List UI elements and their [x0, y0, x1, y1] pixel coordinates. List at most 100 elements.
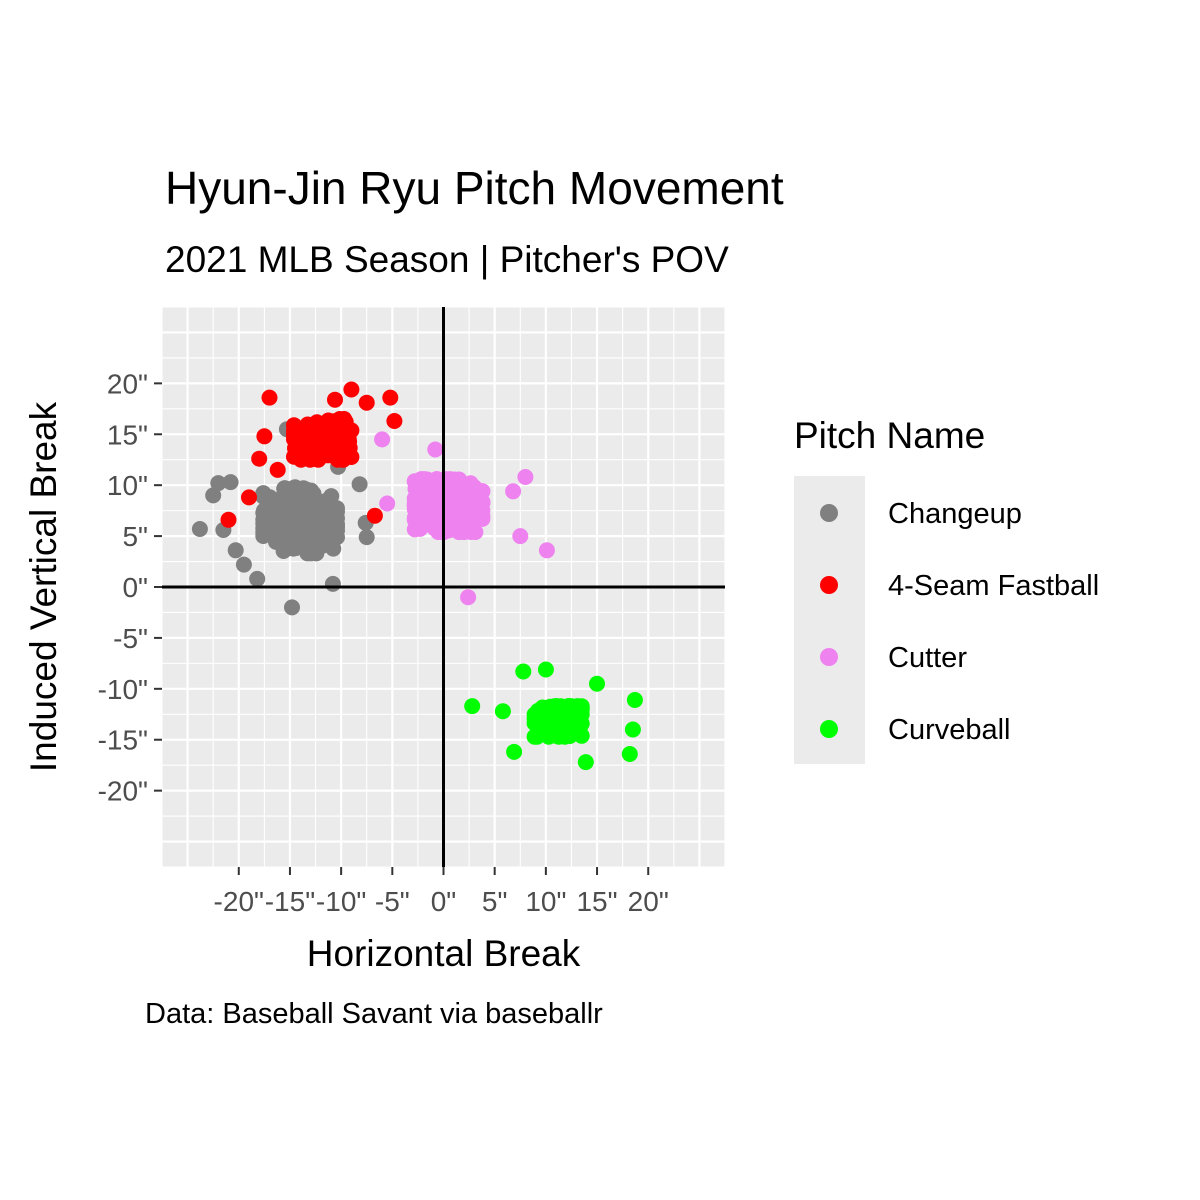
- data-point: [227, 542, 244, 559]
- legend-title: Pitch Name: [794, 415, 985, 456]
- data-point: [288, 503, 305, 520]
- data-point: [296, 426, 313, 443]
- data-point: [420, 505, 437, 522]
- data-point: [577, 754, 594, 771]
- data-point: [205, 487, 222, 504]
- x-axis-label: Horizontal Break: [307, 933, 581, 974]
- data-point: [309, 414, 325, 431]
- chart-title: Hyun-Jin Ryu Pitch Movement: [165, 162, 784, 214]
- data-point: [265, 500, 282, 517]
- data-point: [515, 663, 532, 680]
- data-point: [310, 528, 327, 545]
- data-point: [386, 413, 403, 429]
- data-point: [249, 570, 266, 587]
- x-tick-label: 5": [482, 886, 508, 917]
- x-tick-label: 15": [576, 886, 617, 917]
- y-tick-label: -5": [113, 623, 148, 654]
- data-point: [284, 599, 300, 616]
- legend-label: 4-Seam Fastball: [888, 570, 1099, 602]
- y-tick-label: 0": [122, 572, 148, 603]
- legend: Pitch Name Changeup 4-Seam Fastball Cutter C…: [794, 415, 1099, 764]
- data-point: [210, 475, 227, 492]
- data-point: [529, 728, 546, 745]
- data-point: [528, 707, 545, 724]
- data-point: [421, 477, 438, 494]
- x-tick-label: 20": [628, 886, 669, 917]
- data-point: [564, 715, 581, 732]
- legend-key-background: [794, 476, 865, 764]
- data-point: [506, 743, 523, 760]
- data-point: [460, 589, 477, 606]
- data-point: [318, 503, 334, 520]
- data-point: [549, 709, 566, 725]
- series-4-seam-fastball: [220, 381, 403, 528]
- data-point: [537, 661, 554, 678]
- y-tick-label: 5": [122, 521, 148, 552]
- data-point: [358, 394, 375, 411]
- data-point: [269, 461, 286, 478]
- x-tick-label: -10": [316, 886, 366, 917]
- y-axis-label: Induced Vertical Break: [23, 401, 64, 772]
- data-point: [427, 441, 444, 458]
- data-point: [313, 435, 330, 452]
- data-point: [272, 516, 289, 533]
- data-point: [304, 487, 321, 504]
- legend-key: [820, 720, 838, 738]
- data-point: [261, 389, 278, 406]
- data-point: [351, 476, 368, 493]
- legend-key: [820, 648, 838, 666]
- data-point: [358, 529, 375, 546]
- legend-label: Cutter: [888, 642, 967, 674]
- data-point: [255, 488, 272, 505]
- data-point: [464, 698, 481, 715]
- data-points: [191, 381, 643, 771]
- data-point: [624, 721, 641, 738]
- data-point: [327, 391, 343, 408]
- data-point: [293, 451, 309, 468]
- data-point: [222, 474, 239, 491]
- data-point: [191, 521, 208, 537]
- y-tick-label: -20": [98, 776, 148, 807]
- legend-label: Changeup: [888, 498, 1022, 530]
- data-point: [366, 507, 383, 524]
- data-point: [621, 746, 638, 762]
- series-changeup: [191, 421, 375, 616]
- data-point: [505, 483, 522, 500]
- data-point: [329, 503, 345, 520]
- data-point: [256, 428, 273, 445]
- data-point: [235, 556, 252, 573]
- y-tick-label: -15": [98, 725, 148, 756]
- data-point: [259, 522, 276, 539]
- data-point: [241, 489, 257, 506]
- data-point: [538, 542, 555, 559]
- data-point: [406, 511, 423, 528]
- legend-label: Curveball: [888, 714, 1011, 746]
- data-point: [220, 511, 237, 528]
- axes: -20" -15" -10" -5" 0" 5" 10" 15" 20"-20"-15"-10"…: [23, 368, 669, 974]
- data-point: [459, 482, 476, 499]
- legend-key: [820, 576, 838, 594]
- data-point: [474, 483, 491, 500]
- data-point: [251, 450, 268, 467]
- x-tick-label: 0": [431, 886, 457, 917]
- x-tick-label: -15": [265, 886, 315, 917]
- data-point: [443, 477, 460, 494]
- data-point: [589, 675, 605, 692]
- data-point: [329, 439, 346, 456]
- data-point: [295, 520, 312, 536]
- data-point: [374, 431, 391, 448]
- data-point: [382, 389, 399, 406]
- data-point: [437, 508, 454, 524]
- data-point: [343, 381, 360, 398]
- x-tick-label: -20": [214, 886, 264, 917]
- y-tick-label: 15": [107, 419, 148, 450]
- data-point: [517, 469, 534, 485]
- data-point: [293, 534, 310, 550]
- chart-caption: Data: Baseball Savant via baseballr: [145, 998, 603, 1030]
- legend-key: [820, 504, 838, 522]
- y-tick-label: 10": [107, 470, 148, 501]
- data-point: [466, 505, 483, 522]
- data-point: [462, 524, 479, 540]
- data-point: [287, 479, 304, 496]
